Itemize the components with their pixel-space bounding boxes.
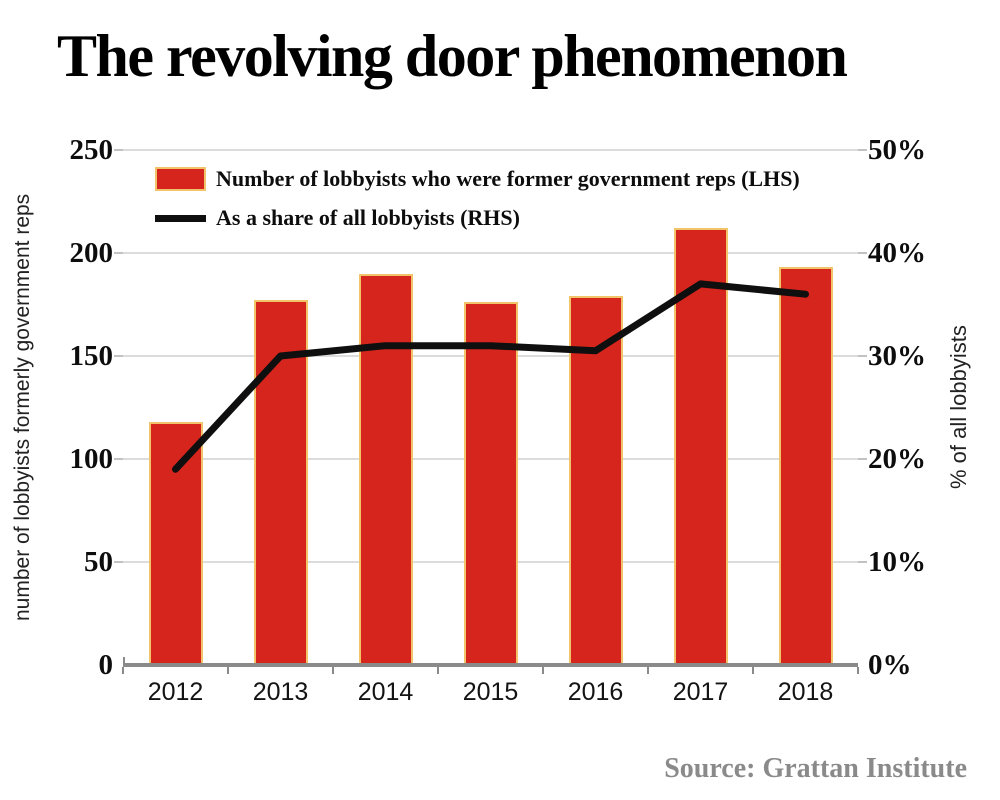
bar-2012 [148, 421, 203, 665]
bar-2017 [673, 228, 728, 665]
gridline-200 [123, 252, 858, 254]
left-axis-tick-label-0: 0 [98, 649, 114, 681]
right-axis-tick-label-10: 10% [868, 546, 926, 578]
x-axis-tick [332, 667, 334, 674]
right-axis-tick [858, 149, 867, 151]
x-axis-tick [227, 667, 229, 674]
legend-label-line: As a share of all lobbyists (RHS) [216, 205, 520, 230]
x-tick-label-2016: 2016 [567, 678, 624, 706]
left-axis-tick [114, 252, 123, 254]
right-axis-title: % of all lobbyists [946, 325, 971, 490]
x-tick-label-2012: 2012 [147, 678, 204, 706]
left-axis-tick [114, 355, 123, 357]
left-axis-tick-label-100: 100 [69, 443, 114, 475]
legend-row-bars: Number of lobbyists who were former gove… [155, 166, 800, 192]
left-axis-tick [114, 458, 123, 460]
left-axis-tick-label-150: 150 [69, 340, 114, 372]
right-axis-tick [858, 355, 867, 357]
bar-2018 [778, 267, 833, 665]
legend-row-line: As a share of all lobbyists (RHS) [155, 205, 800, 231]
left-axis-tick-label-200: 200 [69, 237, 114, 269]
left-axis-tick-label-250: 250 [69, 134, 114, 166]
bar-swatch-icon [155, 167, 206, 191]
x-axis-tick [437, 667, 439, 674]
line-swatch-icon [155, 214, 206, 222]
legend: Number of lobbyists who were former gove… [155, 166, 800, 231]
right-axis-tick-label-0: 0% [868, 649, 912, 681]
x-axis-tick [752, 667, 754, 674]
x-tick-label-2018: 2018 [777, 678, 834, 706]
bar-2014 [358, 273, 413, 665]
right-axis-tick-label-40: 40% [868, 237, 926, 269]
source-attribution: Source: Grattan Institute [664, 753, 967, 784]
bar-2016 [568, 296, 623, 665]
x-axis-tick [647, 667, 649, 674]
left-axis-title: number of lobbyists formerly government … [11, 193, 34, 622]
right-axis-tick-label-50: 50% [868, 134, 926, 166]
x-axis-tick [122, 667, 124, 674]
y-axis-zero-tick [123, 657, 125, 665]
right-axis-tick-label-30: 30% [868, 340, 926, 372]
x-tick-label-2013: 2013 [252, 678, 309, 706]
bar-2015 [463, 302, 518, 665]
gridline-250 [123, 149, 858, 151]
x-axis-tick [542, 667, 544, 674]
right-axis-tick [858, 561, 867, 563]
bar-2013 [253, 300, 308, 665]
x-tick-label-2017: 2017 [672, 678, 729, 706]
left-axis-tick [114, 561, 123, 563]
left-axis-tick [114, 149, 123, 151]
chart-title: The revolving door phenomenon [57, 23, 848, 89]
x-tick-label-2014: 2014 [357, 678, 414, 706]
right-axis-tick [858, 252, 867, 254]
x-tick-label-2015: 2015 [462, 678, 519, 706]
x-axis-line [123, 663, 858, 667]
right-axis-tick-label-20: 20% [868, 443, 926, 475]
left-axis-tick-label-50: 50 [84, 546, 113, 578]
x-axis-tick [857, 667, 859, 674]
right-axis-tick [858, 458, 867, 460]
legend-label-bars: Number of lobbyists who were former gove… [216, 166, 800, 191]
